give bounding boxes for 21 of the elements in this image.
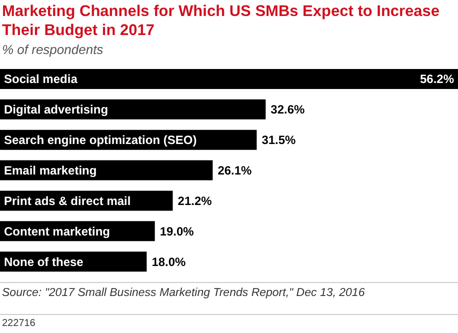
- text: 222716: [2, 318, 36, 329]
- data-label: 21.2%: [178, 194, 212, 208]
- y-tick-label: Content marketing: [4, 224, 110, 238]
- y-tick-label: Email marketing: [4, 163, 97, 178]
- y-tick-label: Search engine optimization (SEO): [4, 133, 197, 148]
- bar: [0, 69, 458, 89]
- data-label: 18.0%: [152, 254, 186, 269]
- source-note: Source: "2017 Small Business Marketing Trends Report," Dec 13, 2016: [2, 286, 366, 300]
- y-tick-label: Digital advertising: [4, 102, 108, 117]
- y-tick-label: Social media: [4, 72, 78, 86]
- data-label: 56.2%: [420, 72, 454, 86]
- y-tick-label: Print ads & direct mail: [4, 194, 131, 208]
- data-label: 26.1%: [218, 163, 252, 178]
- chart-subtitle: % of respondents: [2, 42, 104, 57]
- chart-title: Marketing Channels for Which US SMBs Expect to Increase Their Budget in 2017: [2, 2, 441, 40]
- data-label: 19.0%: [160, 224, 194, 238]
- data-label: 32.6%: [270, 102, 306, 117]
- bar: [0, 160, 213, 180]
- bar: [0, 99, 266, 120]
- data-label: 31.5%: [262, 133, 296, 148]
- y-tick-label: None of these: [4, 254, 84, 269]
